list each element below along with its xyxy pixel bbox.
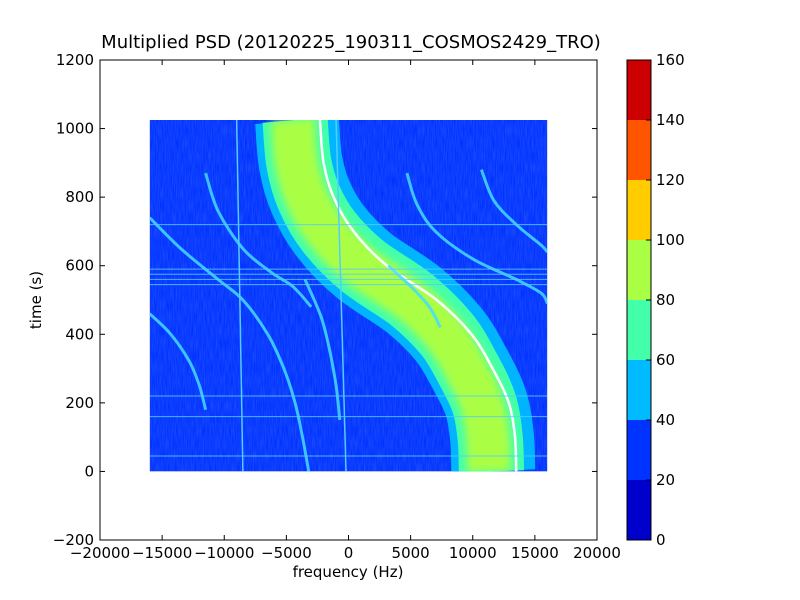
colorbar-tick-label: 0 <box>656 531 666 549</box>
vertical-artifact-line-1 <box>235 120 244 472</box>
colorbar: 0 20 40 60 80 100 120 140 160 <box>626 51 685 549</box>
y-tick-label: −200 <box>53 531 94 549</box>
colorbar-tick-label: 80 <box>656 291 675 309</box>
colorbar-segment <box>627 120 651 180</box>
y-axis-label: time (s) <box>27 271 45 329</box>
colorbar-tick-label: 120 <box>656 171 685 189</box>
colorbar-tick-label: 160 <box>656 51 685 69</box>
colorbar-segment <box>627 300 651 360</box>
x-tick-label: −15000 <box>132 544 192 562</box>
secondary-trace-4 <box>303 278 342 421</box>
x-tick-label: 10000 <box>449 544 497 562</box>
y-axis-ticks: −200 0 200 400 600 800 1000 1200 <box>53 51 597 549</box>
x-tick-label: −20000 <box>70 544 130 562</box>
plot-area <box>99 59 598 541</box>
main-trace-line <box>318 120 518 472</box>
colorbar-segment <box>627 60 651 120</box>
x-tick-label: 20000 <box>573 544 621 562</box>
colorbar-segment <box>627 360 651 420</box>
colorbar-segment <box>627 240 651 300</box>
x-tick-label: 15000 <box>511 544 559 562</box>
colorbar-segment <box>627 180 651 240</box>
colorbar-tick-label: 140 <box>656 111 685 129</box>
y-tick-label: 1200 <box>56 51 94 69</box>
main-band-inner <box>270 120 511 472</box>
y-tick-label: 0 <box>84 462 94 480</box>
colorbar-tick-label: 20 <box>656 471 675 489</box>
x-axis-ticks: −20000 −15000 −10000 −5000 0 5000 10000 15000 20… <box>70 60 621 562</box>
colorbar-segment <box>627 420 651 480</box>
y-tick-label: 400 <box>65 325 94 343</box>
x-tick-label: 5000 <box>392 544 430 562</box>
vertical-artifact-line-2 <box>335 120 347 472</box>
secondary-trace-3 <box>149 312 208 411</box>
colorbar-tick-label: 100 <box>656 231 685 249</box>
x-axis-label: frequency (Hz) <box>293 563 404 581</box>
y-tick-label: 600 <box>65 257 94 275</box>
x-tick-label: 0 <box>344 544 354 562</box>
y-tick-label: 800 <box>65 188 94 206</box>
y-tick-label: 200 <box>65 394 94 412</box>
colorbar-tick-label: 60 <box>656 351 675 369</box>
y-tick-label: 1000 <box>56 120 94 138</box>
colorbar-tick-label: 40 <box>656 411 675 429</box>
x-tick-label: −5000 <box>261 544 312 562</box>
heatmap-data-layer <box>149 120 548 472</box>
secondary-trace-1 <box>149 216 311 472</box>
secondary-trace-2 <box>204 172 313 308</box>
chart-title: Multiplied PSD (20120225_190311_COSMOS24… <box>101 32 601 53</box>
colorbar-segment <box>627 480 651 540</box>
secondary-trace-6 <box>405 172 548 305</box>
x-tick-label: −10000 <box>194 544 254 562</box>
